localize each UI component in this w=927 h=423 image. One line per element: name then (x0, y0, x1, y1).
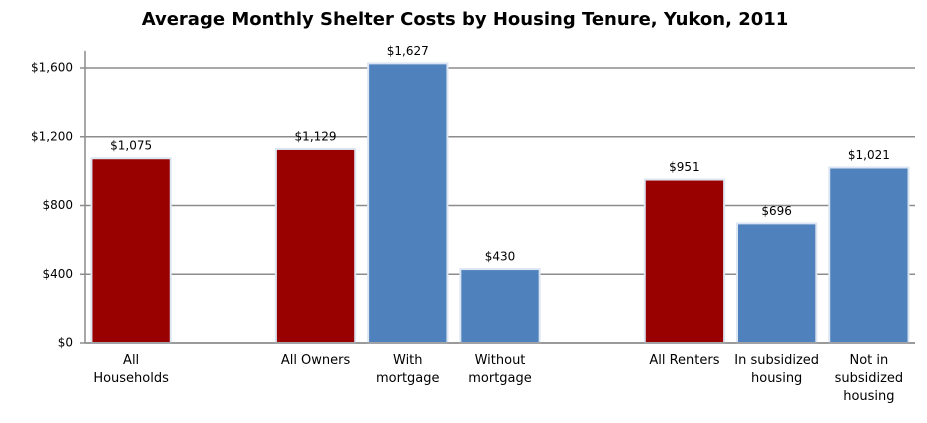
value-label: $696 (761, 204, 792, 218)
chart-title: Average Monthly Shelter Costs by Housing… (142, 9, 789, 30)
bar (367, 62, 449, 344)
value-label: $1,075 (110, 139, 152, 153)
y-tick-label: $400 (42, 267, 73, 281)
y-tick-label: $0 (58, 336, 73, 350)
y-tick-label: $1,600 (31, 61, 73, 75)
value-label: $1,129 (295, 129, 337, 143)
value-label: $951 (669, 160, 700, 174)
value-label: $1,627 (387, 44, 429, 58)
x-tick-label: In subsidized housing (734, 353, 820, 386)
y-tick-label: $800 (42, 198, 73, 212)
x-tick-label: Without mortgage (468, 353, 532, 386)
bar (828, 166, 910, 344)
value-label: $1,021 (848, 148, 890, 162)
x-tick-label: With mortgage (376, 353, 440, 386)
bar (274, 147, 357, 344)
bar (459, 268, 541, 344)
y-tick-label: $1,200 (31, 129, 73, 143)
bar (643, 178, 726, 344)
x-tick-label: All Owners (280, 353, 351, 368)
x-tick-label: Not in subsidized housing (834, 353, 904, 404)
bar (90, 157, 172, 344)
x-tick-label: All Households (93, 353, 169, 386)
value-label: $430 (485, 250, 516, 264)
x-tick-label: All Renters (649, 353, 720, 368)
bar (736, 222, 818, 344)
